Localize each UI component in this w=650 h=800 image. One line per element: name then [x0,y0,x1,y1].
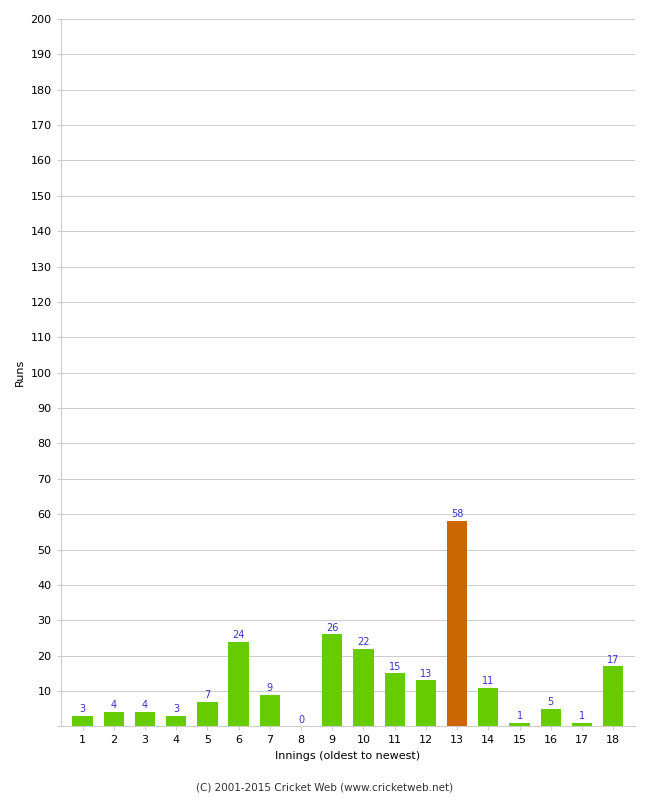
Text: 4: 4 [111,701,117,710]
Text: 22: 22 [358,637,370,647]
Bar [228,642,249,726]
Y-axis label: Runs: Runs [15,359,25,386]
Text: 9: 9 [266,683,273,693]
Text: 7: 7 [204,690,211,700]
Bar [72,716,93,726]
Bar [260,694,280,726]
Text: 58: 58 [451,510,463,519]
Text: 11: 11 [482,676,495,686]
Bar [478,687,499,726]
Bar [572,723,592,726]
Text: 24: 24 [233,630,245,640]
Text: 5: 5 [547,697,554,707]
Bar [166,716,187,726]
Text: 1: 1 [517,711,523,721]
Text: (C) 2001-2015 Cricket Web (www.cricketweb.net): (C) 2001-2015 Cricket Web (www.cricketwe… [196,782,454,792]
Bar [541,709,561,726]
Text: 26: 26 [326,622,339,633]
Bar [416,681,436,726]
Bar [603,666,623,726]
Bar [322,634,343,726]
Text: 15: 15 [389,662,401,671]
Bar [197,702,218,726]
Bar [135,712,155,726]
X-axis label: Innings (oldest to newest): Innings (oldest to newest) [276,751,421,761]
Text: 3: 3 [79,704,86,714]
Bar [354,649,374,726]
Bar [447,522,467,726]
Bar [385,674,405,726]
Text: 1: 1 [579,711,585,721]
Text: 13: 13 [420,669,432,678]
Text: 17: 17 [607,654,619,665]
Bar [103,712,124,726]
Text: 0: 0 [298,714,304,725]
Text: 4: 4 [142,701,148,710]
Text: 3: 3 [173,704,179,714]
Bar [510,723,530,726]
